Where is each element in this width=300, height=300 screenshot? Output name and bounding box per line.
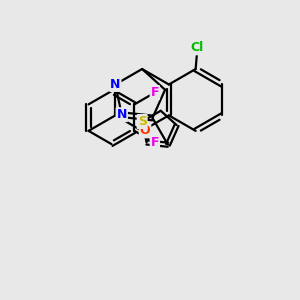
- Text: N: N: [117, 108, 127, 121]
- Text: S: S: [138, 115, 147, 128]
- Text: N: N: [110, 78, 121, 91]
- Text: O: O: [140, 124, 150, 137]
- Text: F: F: [151, 86, 159, 99]
- Text: Cl: Cl: [190, 41, 204, 54]
- Text: F: F: [151, 136, 159, 149]
